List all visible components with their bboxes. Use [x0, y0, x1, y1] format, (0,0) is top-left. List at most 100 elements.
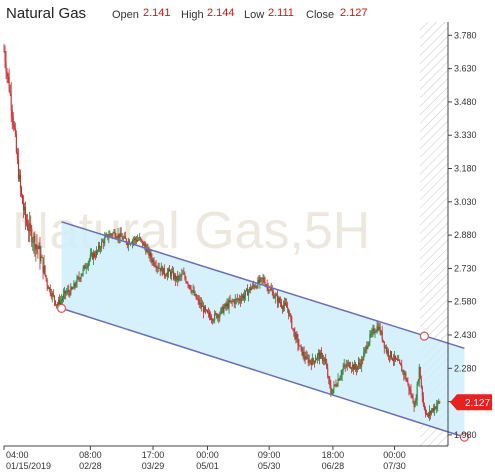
- candle-body: [374, 332, 376, 334]
- candle-body: [208, 312, 210, 314]
- candle-body: [266, 285, 268, 286]
- candle-body: [299, 345, 301, 347]
- channel-upper-line[interactable]: [61, 221, 465, 350]
- close-value: 2.127: [340, 7, 368, 19]
- candle-body: [411, 396, 413, 397]
- candle-body: [253, 284, 255, 286]
- candle-body: [249, 287, 251, 291]
- candle-body: [247, 289, 249, 296]
- candle-body: [399, 360, 401, 364]
- candle-body: [49, 287, 51, 294]
- candle-body: [134, 238, 136, 240]
- candle-body: [61, 300, 63, 302]
- channel-anchor-0[interactable]: [56, 303, 67, 314]
- candle-body: [239, 300, 241, 302]
- candle-body: [229, 300, 231, 302]
- candle-body: [347, 362, 349, 364]
- candle-body: [123, 236, 125, 238]
- candle-body: [67, 290, 69, 293]
- channel-anchor-2[interactable]: [459, 432, 470, 442]
- candle-body: [210, 315, 212, 320]
- candle-body: [110, 233, 112, 235]
- candle-body: [330, 385, 332, 394]
- candle-body: [163, 267, 165, 275]
- candle-body: [282, 306, 284, 309]
- candle-body: [125, 238, 127, 244]
- candle-body: [209, 312, 211, 316]
- candle-body: [436, 405, 438, 409]
- candle-body: [366, 346, 368, 349]
- candle-body: [320, 352, 322, 359]
- candle-body: [175, 274, 177, 281]
- x-tick-date-2: 03/29: [142, 461, 165, 471]
- candle-body: [281, 303, 282, 307]
- candle-body: [409, 390, 411, 391]
- candle-body: [408, 383, 410, 391]
- candle-body: [96, 250, 97, 257]
- y-tick-label-3: 3.330: [454, 130, 477, 140]
- candle-body: [29, 223, 31, 232]
- candle-body: [312, 358, 314, 361]
- candle-body: [177, 276, 179, 281]
- candle-body: [329, 378, 331, 386]
- y-tick-label-12: 1.980: [454, 430, 477, 440]
- candle-body: [80, 275, 82, 280]
- candle-body: [77, 276, 79, 279]
- candle-body: [184, 274, 186, 279]
- candle-body: [54, 300, 56, 305]
- candle-body: [91, 253, 93, 260]
- candle-body: [92, 253, 94, 260]
- candle-body: [283, 305, 285, 309]
- candle-body: [189, 285, 191, 289]
- candle-body: [44, 265, 46, 276]
- x-tick-date-4: 05/30: [258, 461, 281, 471]
- candle-body: [267, 285, 269, 291]
- candle-body: [270, 288, 272, 291]
- candle-body: [403, 370, 405, 375]
- channel-lower-line[interactable]: [61, 307, 465, 438]
- channel-anchor-1[interactable]: [419, 331, 430, 341]
- candle-body: [284, 302, 286, 306]
- candle-body: [377, 326, 379, 330]
- candle-body: [314, 360, 316, 363]
- candle-body: [57, 300, 59, 305]
- candle-body: [68, 290, 70, 293]
- candle-body: [101, 241, 103, 249]
- candle-body: [45, 275, 47, 280]
- candle-body: [414, 403, 416, 407]
- candle-body: [341, 370, 343, 376]
- candle-body: [202, 306, 204, 313]
- candle-body: [407, 381, 409, 384]
- candle-body: [295, 334, 297, 339]
- candle-body: [276, 295, 278, 303]
- candle-body: [99, 245, 101, 249]
- candle-body: [212, 319, 214, 321]
- candle-body: [325, 358, 327, 364]
- candle-body: [52, 293, 54, 296]
- candle-body: [65, 290, 67, 294]
- candle-body: [79, 278, 81, 280]
- candle-body: [346, 363, 348, 367]
- candle-body: [115, 236, 117, 238]
- low-label: Low: [244, 9, 265, 21]
- candle-body: [305, 356, 307, 360]
- candle-body: [40, 256, 42, 261]
- candle-body: [359, 362, 361, 365]
- candle-body: [303, 351, 305, 357]
- candle-body: [429, 411, 430, 416]
- candle-body: [227, 303, 229, 308]
- candle-body: [59, 300, 60, 306]
- candle-body: [419, 367, 421, 379]
- candle-body: [250, 287, 252, 291]
- candle-body: [343, 365, 345, 368]
- candle-body: [75, 285, 77, 287]
- candle-body: [13, 124, 15, 129]
- candle-body: [378, 326, 380, 330]
- candle-body: [395, 355, 397, 360]
- candle-body: [233, 300, 235, 304]
- candle-body: [81, 273, 83, 276]
- candle-body: [437, 401, 439, 406]
- candle-body: [271, 290, 273, 292]
- candle-body: [159, 268, 161, 272]
